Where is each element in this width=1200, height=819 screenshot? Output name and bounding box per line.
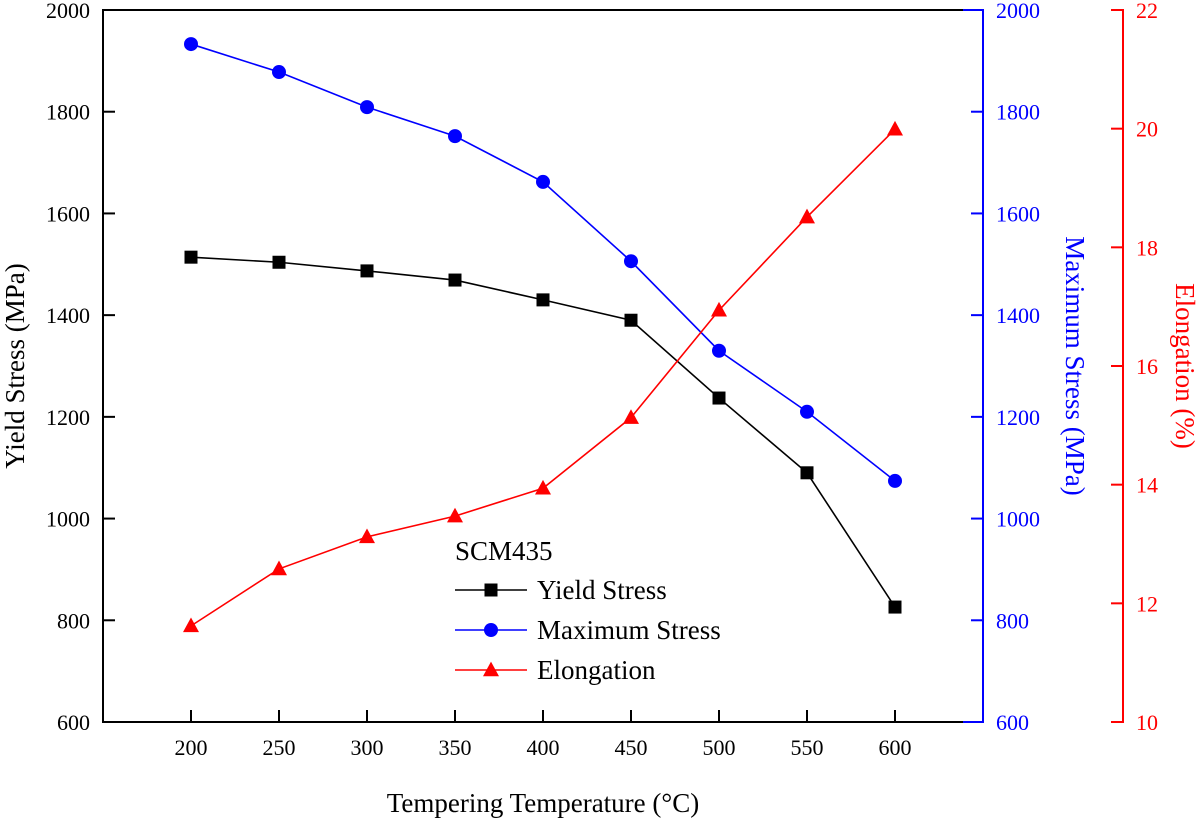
maximum-stress-point bbox=[888, 473, 902, 488]
right2-tick-label: 20 bbox=[1136, 117, 1158, 142]
elongation-point bbox=[183, 617, 199, 633]
series-layer bbox=[183, 37, 903, 633]
legend-item-maximum-stress: Maximum Stress bbox=[455, 615, 721, 645]
legend-marker-circle-icon bbox=[484, 623, 498, 637]
elongation-point bbox=[359, 528, 375, 544]
right1-tick-label: 1400 bbox=[996, 303, 1040, 328]
x-tick-label: 350 bbox=[439, 735, 472, 760]
legend: SCM435 Yield Stress Maximum Stress Elongat… bbox=[455, 536, 721, 685]
left-tick-label: 1200 bbox=[46, 405, 90, 430]
left-axis-title: Yield Stress (MPa) bbox=[0, 263, 30, 469]
right1-tick-label: 800 bbox=[996, 608, 1029, 633]
x-tick-label: 250 bbox=[263, 735, 296, 760]
right2-axis-title: Elongation (%) bbox=[1170, 283, 1200, 449]
yield-stress-point bbox=[272, 255, 286, 269]
legend-label: Elongation bbox=[537, 655, 656, 685]
left-tick-label: 1000 bbox=[46, 507, 90, 532]
right1-tick-label: 1000 bbox=[996, 507, 1040, 532]
right1-tick-label: 1200 bbox=[996, 405, 1040, 430]
maximum-stress-line bbox=[190, 43, 896, 482]
yield-stress-point bbox=[888, 600, 902, 614]
elongation-point bbox=[799, 208, 815, 224]
legend-label: Maximum Stress bbox=[537, 615, 721, 645]
right1-axis-title: Maximum Stress (MPa) bbox=[1060, 236, 1090, 496]
maximum-stress-point bbox=[712, 343, 726, 358]
right2-tick-label: 18 bbox=[1136, 235, 1158, 260]
x-tick-label: 500 bbox=[703, 735, 736, 760]
right1-tick-label: 1800 bbox=[996, 100, 1040, 125]
right1-tick-label: 2000 bbox=[996, 0, 1040, 23]
right2-tick-label: 10 bbox=[1136, 710, 1158, 735]
legend-marker-square-icon bbox=[484, 583, 498, 597]
x-tick-label: 550 bbox=[791, 735, 824, 760]
left-tick-label: 600 bbox=[57, 710, 90, 735]
legend-marker-triangle-icon bbox=[483, 661, 499, 677]
x-axis-title: Tempering Temperature (°C) bbox=[387, 788, 699, 818]
legend-title: SCM435 bbox=[455, 536, 553, 566]
maximum-stress-point bbox=[800, 404, 814, 419]
left-tick-label: 2000 bbox=[46, 0, 90, 23]
right2-tick-label: 22 bbox=[1136, 0, 1158, 23]
maximum-stress-point bbox=[624, 254, 638, 269]
legend-item-elongation: Elongation bbox=[455, 655, 656, 685]
yield-stress-point bbox=[800, 466, 814, 480]
right2-tick-label: 16 bbox=[1136, 354, 1158, 379]
maximum-stress-point bbox=[184, 37, 198, 52]
left-tick-label: 800 bbox=[57, 608, 90, 633]
yield-stress-point bbox=[624, 313, 638, 327]
maximum-stress-point bbox=[360, 100, 374, 115]
elongation-point bbox=[535, 479, 551, 495]
elongation-point bbox=[271, 560, 287, 576]
elongation-point bbox=[887, 120, 903, 136]
maximum-stress-point bbox=[536, 174, 550, 189]
yield-stress-point bbox=[184, 250, 198, 264]
elongation-point bbox=[623, 409, 639, 424]
left-tick-label: 1600 bbox=[46, 201, 90, 226]
right2-tick-label: 14 bbox=[1136, 473, 1158, 498]
left-tick-label: 1800 bbox=[46, 100, 90, 125]
yield-stress-point bbox=[536, 293, 550, 307]
yield-stress-point bbox=[712, 391, 726, 405]
x-tick-label: 300 bbox=[351, 735, 384, 760]
x-tick-label: 600 bbox=[879, 735, 912, 760]
x-tick-label: 450 bbox=[615, 735, 648, 760]
left-tick-label: 1400 bbox=[46, 303, 90, 328]
maximum-stress-point bbox=[448, 129, 462, 144]
axes: 200 250 300 350 400 450 500 550 600 600 800 1000 120… bbox=[46, 0, 1158, 760]
maximum-stress-point bbox=[272, 65, 286, 80]
yield-stress-point bbox=[360, 264, 374, 278]
elongation-point bbox=[711, 301, 727, 317]
legend-label: Yield Stress bbox=[537, 575, 667, 605]
right2-tick-label: 12 bbox=[1136, 591, 1158, 616]
elongation-point bbox=[447, 507, 463, 523]
legend-item-yield-stress: Yield Stress bbox=[455, 575, 667, 605]
yield-stress-point bbox=[448, 273, 462, 287]
right1-tick-label: 1600 bbox=[996, 201, 1040, 226]
x-tick-label: 200 bbox=[175, 735, 208, 760]
right1-tick-label: 600 bbox=[996, 710, 1029, 735]
x-tick-label: 400 bbox=[527, 735, 560, 760]
